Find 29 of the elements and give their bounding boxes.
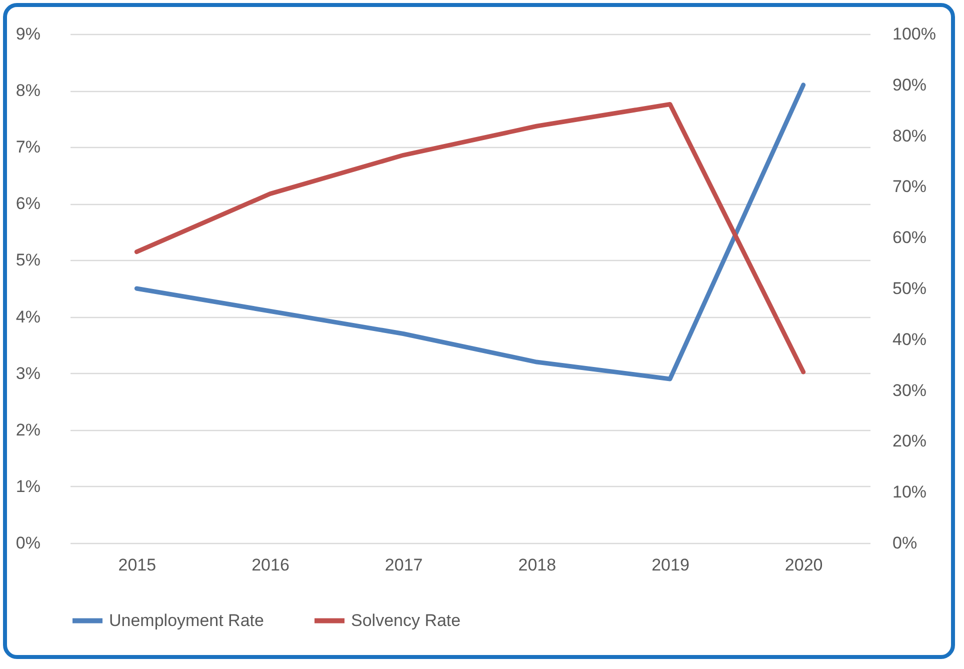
y2-tick-label: 30%	[892, 380, 927, 400]
x-tick-label: 2019	[652, 556, 690, 574]
legend-label: Unemployment Rate	[109, 610, 264, 630]
y-tick-label: 9%	[16, 24, 40, 44]
x-tick-label: 2017	[384, 556, 423, 574]
x-tick-label: 2020	[784, 556, 823, 574]
y-tick-label: 3%	[16, 364, 40, 383]
y-tick-label: 2%	[16, 420, 40, 440]
y-tick-label: 4%	[16, 307, 40, 326]
x-tick-label: 2018	[518, 556, 556, 574]
y-tick-label: 7%	[16, 138, 40, 157]
y2-tick-label: 100%	[892, 24, 936, 44]
y-tick-label: 5%	[16, 250, 40, 270]
y2-tick-label: 0%	[892, 534, 918, 552]
y2-tick-label: 90%	[892, 75, 927, 94]
y-tick-label: 0%	[16, 534, 40, 552]
y-tick-label: 6%	[16, 194, 40, 214]
y-tick-label: 1%	[16, 476, 40, 496]
y-tick-label: 8%	[16, 81, 40, 100]
x-tick-label: 2016	[252, 556, 290, 574]
y2-tick-label: 60%	[892, 228, 927, 248]
y2-tick-label: 40%	[892, 330, 927, 349]
legend-label: Solvency Rate	[351, 610, 461, 630]
y2-tick-label: 50%	[892, 279, 927, 298]
y2-tick-label: 10%	[892, 482, 927, 502]
y2-tick-label: 70%	[892, 177, 927, 196]
y2-tick-label: 20%	[892, 432, 927, 451]
y2-tick-label: 80%	[892, 126, 927, 146]
x-tick-label: 2015	[118, 556, 156, 574]
